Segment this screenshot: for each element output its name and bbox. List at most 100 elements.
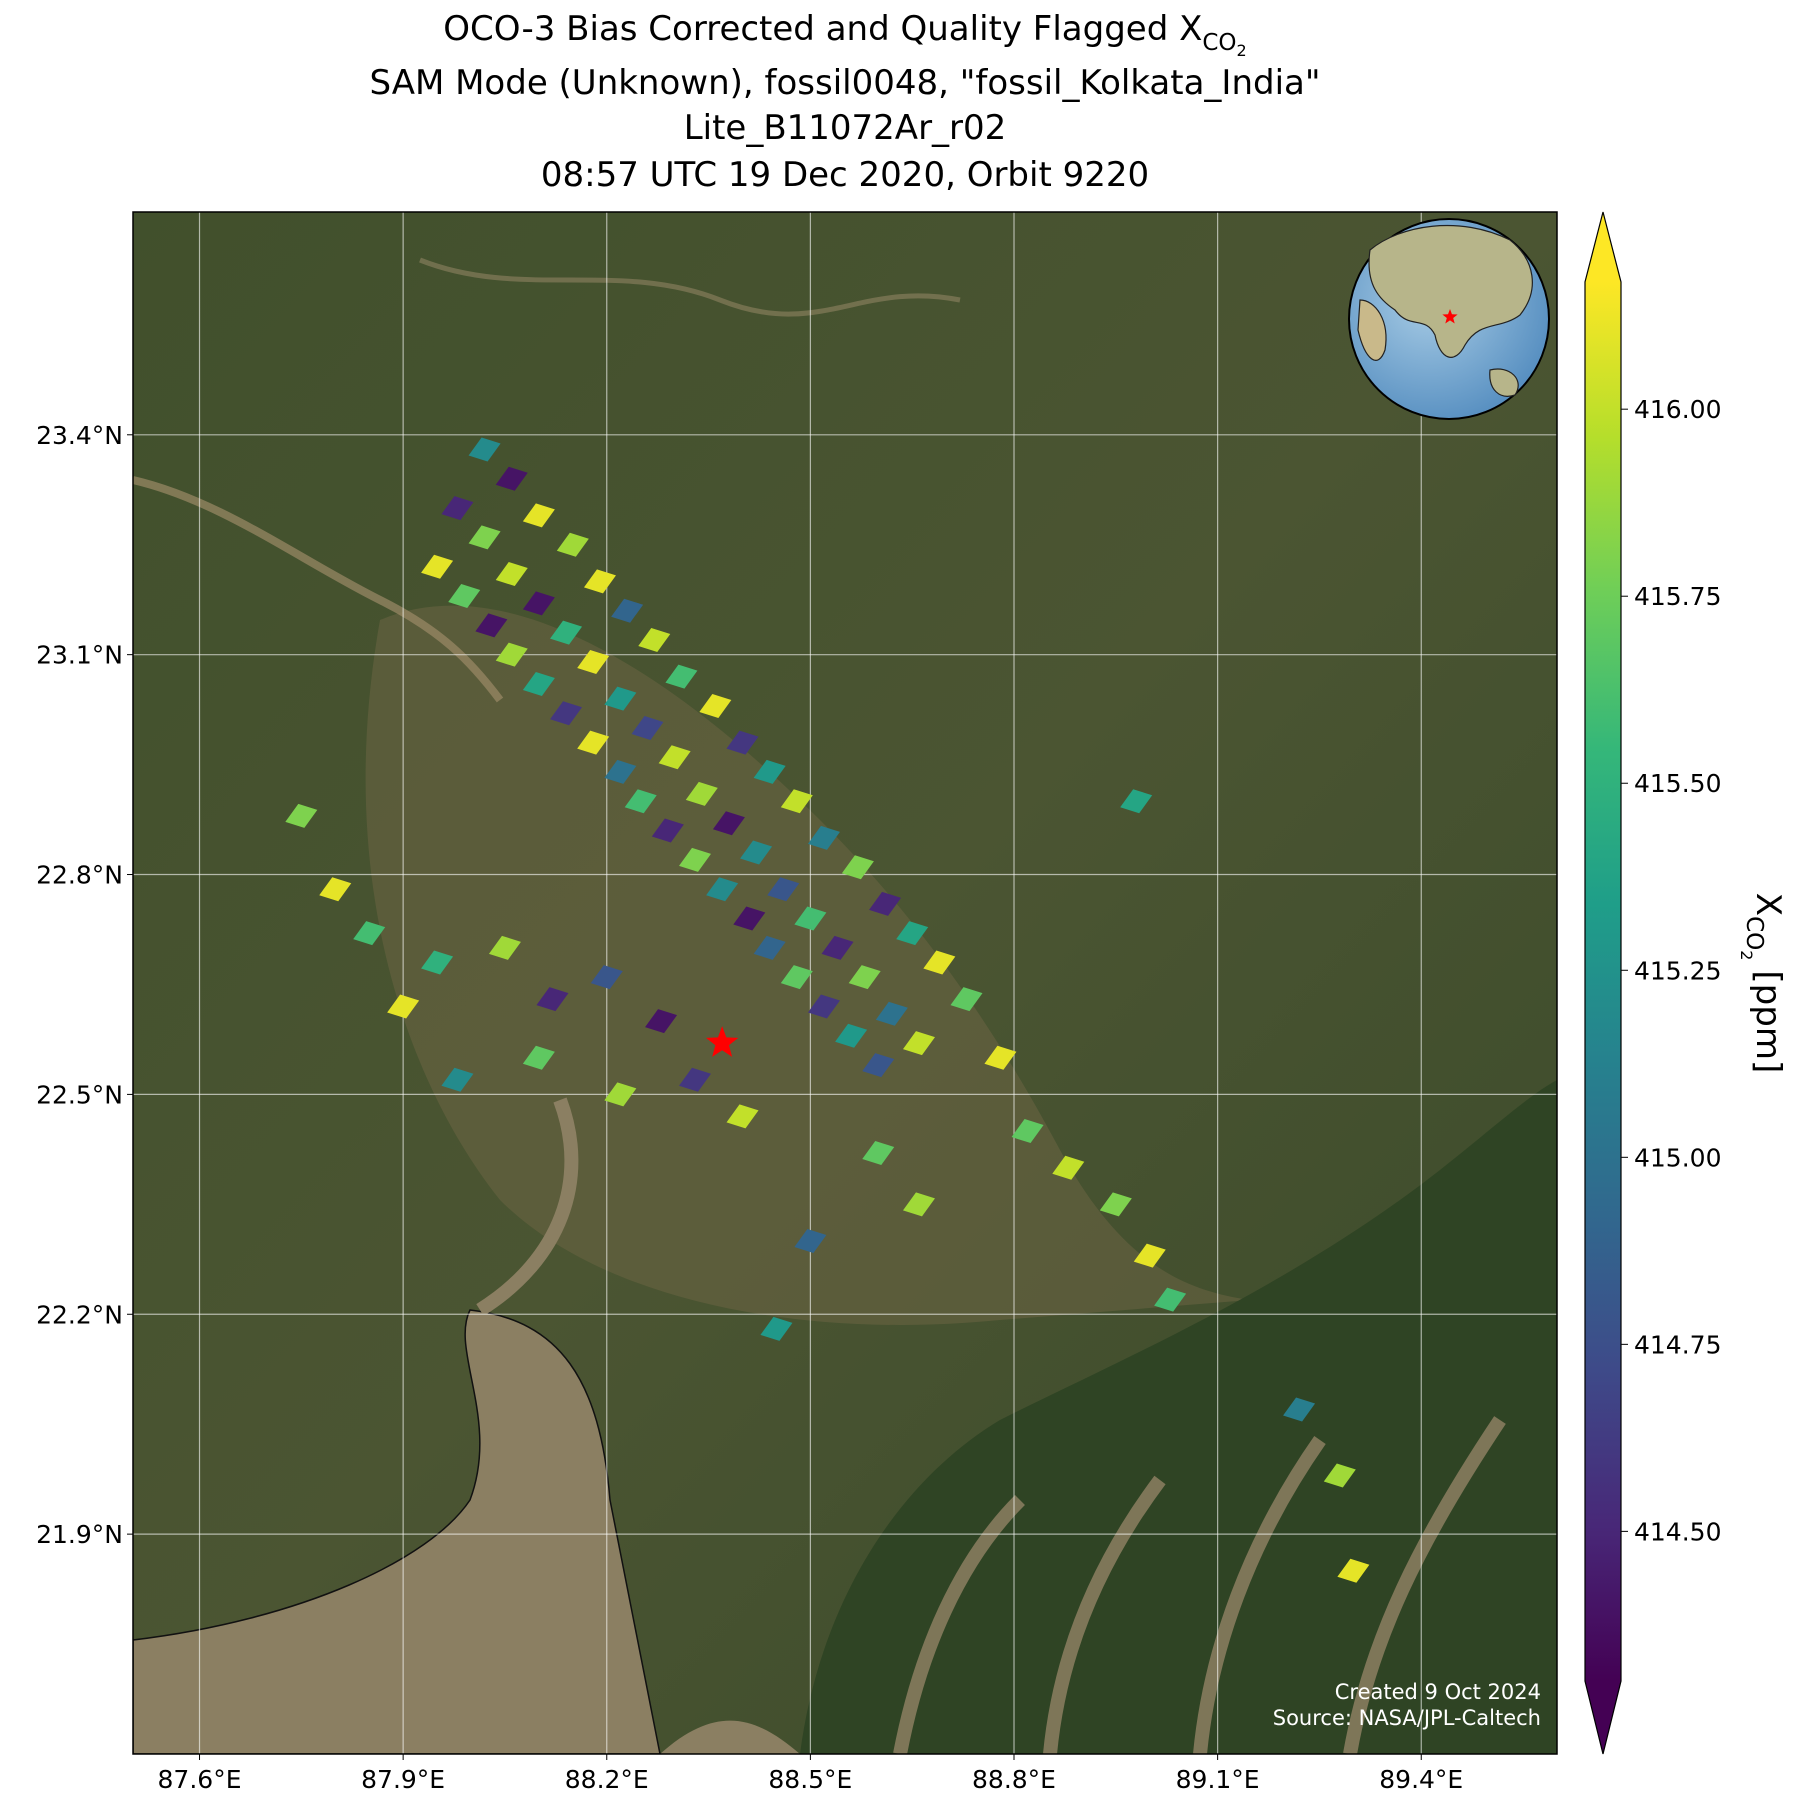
grid [133, 212, 1557, 1754]
y-tick-label: 22.5°N [36, 1080, 123, 1109]
sounding [875, 1001, 908, 1026]
sounding [733, 906, 766, 931]
sounding [495, 466, 528, 491]
colorbar-tick-label: 414.75 [1634, 1330, 1721, 1359]
sounding [794, 906, 827, 931]
title-subscript: CO [1202, 30, 1236, 56]
sounding [488, 935, 521, 960]
sounding [651, 818, 684, 843]
sounding [902, 1031, 935, 1056]
colorbar-outline [1584, 211, 1622, 1755]
sounding [1099, 1192, 1132, 1217]
sounding [950, 987, 983, 1012]
mangrove [800, 1080, 1557, 1754]
sounding [760, 1316, 793, 1341]
target-star [705, 1026, 739, 1057]
x-tick-label: 88.8°E [972, 1765, 1056, 1794]
sounding [1337, 1558, 1370, 1583]
sounding [726, 730, 759, 755]
colorbar-body [1585, 282, 1621, 1681]
sounding [522, 671, 555, 696]
inset-star [1442, 309, 1458, 324]
x-tick-label: 89.1°E [1176, 1765, 1260, 1794]
sea [660, 1720, 800, 1754]
colorbar-tick-label: 416.00 [1634, 395, 1721, 424]
y-tick-label: 22.8°N [36, 861, 123, 890]
colorbar-tick-label: 415.00 [1634, 1143, 1721, 1172]
sounding [841, 855, 874, 880]
x-tick-label: 88.5°E [768, 1765, 852, 1794]
sounding [468, 525, 501, 550]
y-tick-label: 23.4°N [36, 421, 123, 450]
soundings [285, 437, 1370, 1583]
sounding [421, 950, 454, 975]
sounding [583, 569, 616, 594]
x-tick-label: 89.4°E [1379, 1765, 1463, 1794]
colorbar-tick-label: 415.75 [1634, 582, 1721, 611]
title-text: OCO-3 Bias Corrected and Quality Flagged… [443, 9, 1202, 49]
sounding [448, 584, 481, 609]
colorbar-label-symbol: X [1748, 893, 1788, 916]
sounding [645, 1009, 678, 1034]
sounding [550, 701, 583, 726]
x-tick-label: 87.9°E [361, 1765, 445, 1794]
credit: Source: NASA/JPL-Caltech [1273, 1706, 1541, 1730]
sounding [522, 1045, 555, 1070]
sounding [577, 730, 610, 755]
colorbar-extend-max [1585, 212, 1621, 282]
x-tick-label: 88.2°E [565, 1765, 649, 1794]
sounding [1011, 1119, 1044, 1144]
sounding [475, 613, 508, 638]
urban-plain [365, 605, 1250, 1325]
sounding [421, 554, 454, 579]
sounding [835, 1023, 868, 1048]
sounding [1154, 1287, 1187, 1312]
sounding [556, 532, 589, 557]
title-line: 08:57 UTC 19 Dec 2020, Orbit 9220 [541, 155, 1149, 195]
sounding [522, 503, 555, 528]
map-frame [132, 211, 1558, 1755]
sounding [1120, 789, 1153, 814]
sounding [536, 987, 569, 1012]
sounding [604, 1082, 637, 1107]
sounding [678, 847, 711, 872]
colorbar-label-subsubscript: 2 [1737, 950, 1756, 960]
sounding [468, 437, 501, 462]
sounding [1133, 1243, 1166, 1268]
sounding [353, 921, 386, 946]
sounding [441, 1067, 474, 1092]
sounding [624, 789, 657, 814]
channel [893, 1416, 1506, 1754]
colorbar-extend-min [1585, 1681, 1621, 1754]
sounding [441, 496, 474, 521]
y-tick-label: 21.9°N [36, 1520, 123, 1549]
basemap [133, 212, 1557, 1754]
sounding [522, 591, 555, 616]
river [133, 476, 504, 703]
sounding [753, 759, 786, 784]
sounding [848, 965, 881, 990]
colorbar-label: XCO2 [ppm] [1737, 893, 1788, 1073]
sounding [753, 935, 786, 960]
sounding [807, 994, 840, 1019]
sounding [706, 877, 739, 902]
sounding [862, 1141, 895, 1166]
sounding [780, 965, 813, 990]
sounding [984, 1045, 1017, 1070]
globe-land [1489, 368, 1519, 397]
sounding [726, 1104, 759, 1129]
title-line: Lite_B11072Ar_r02 [684, 108, 1007, 148]
sounding [699, 693, 732, 718]
sounding [495, 562, 528, 587]
sounding [638, 628, 671, 653]
credit: Created 9 Oct 2024 [1335, 1680, 1541, 1704]
sounding [319, 877, 352, 902]
sounding [631, 715, 664, 740]
sounding [862, 1053, 895, 1078]
sounding [685, 781, 718, 806]
sounding [285, 803, 318, 828]
sounding [896, 921, 929, 946]
title-line: OCO-3 Bias Corrected and Quality Flagged… [443, 9, 1246, 60]
sounding [794, 1228, 827, 1253]
sounding [604, 686, 637, 711]
